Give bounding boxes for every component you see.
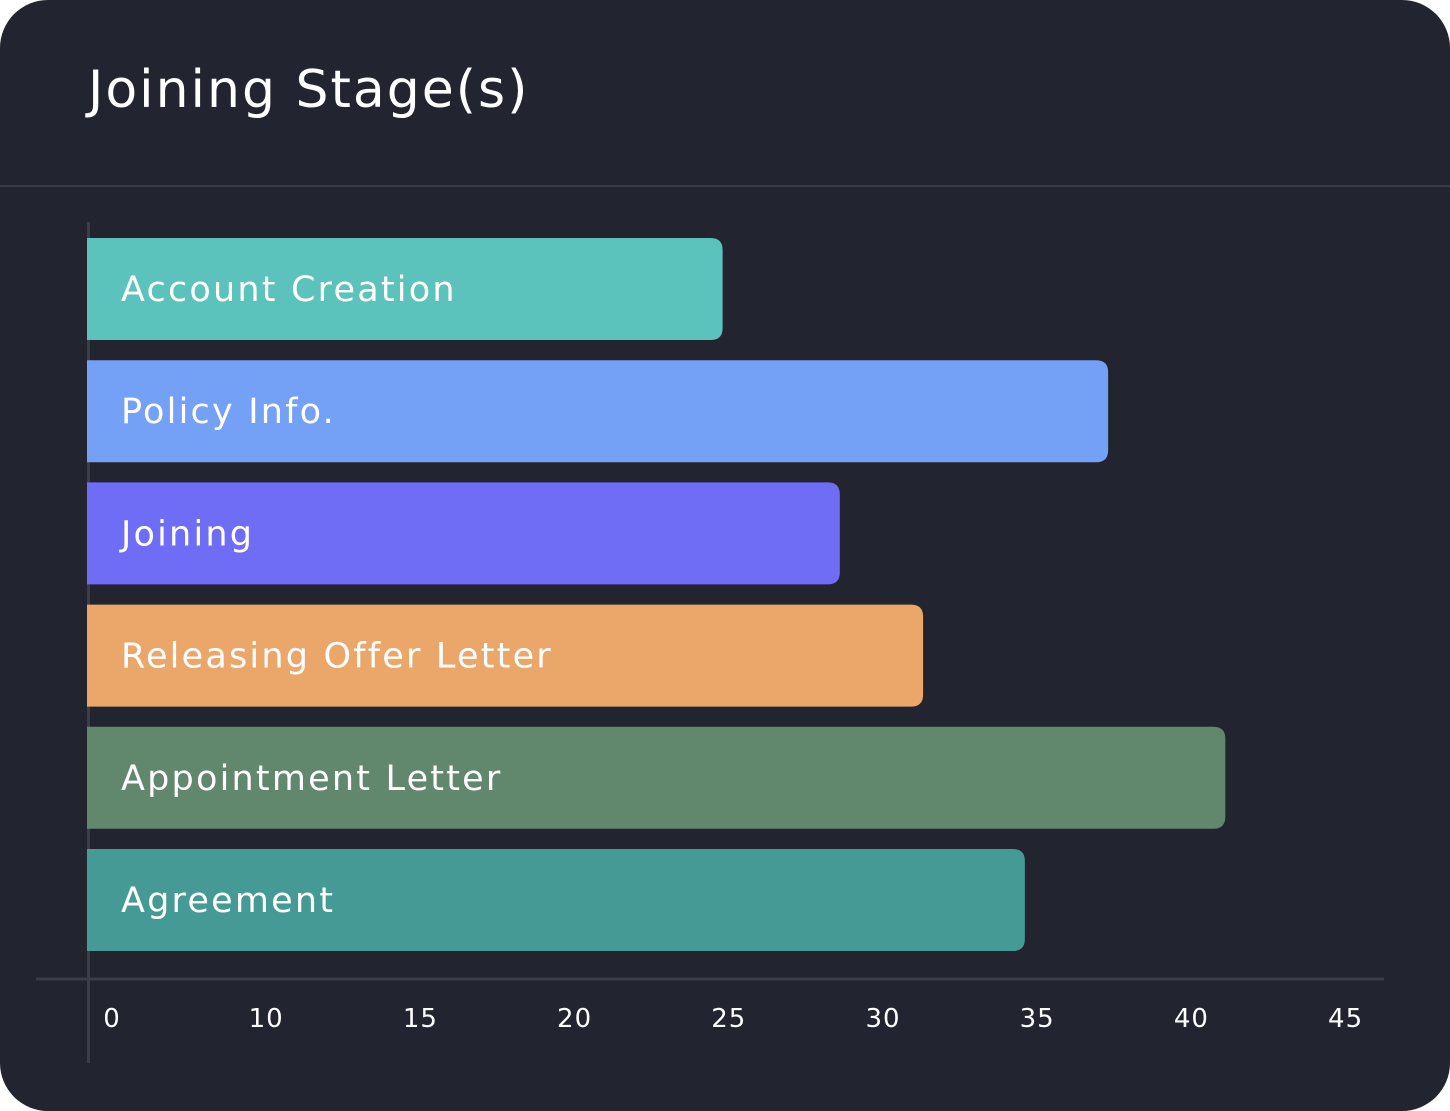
x-tick-label: 0 xyxy=(103,1004,121,1034)
x-tick-label: 25 xyxy=(711,1004,746,1034)
bar-releasing-offer-letter xyxy=(87,604,924,707)
header-divider xyxy=(0,185,1450,187)
bar-label: Appointment Letter xyxy=(121,759,502,799)
bar-agreement xyxy=(87,849,1025,951)
bar-label: Agreement xyxy=(121,881,335,921)
x-tick-label: 45 xyxy=(1328,1004,1363,1034)
x-tick-label: 35 xyxy=(1020,1004,1055,1034)
bar-label: Joining xyxy=(119,514,254,554)
bar-account-creation xyxy=(87,238,723,340)
x-tick-label: 20 xyxy=(557,1004,592,1034)
bar-policy-info xyxy=(87,360,1109,463)
chart-title: Joining Stage(s) xyxy=(88,60,530,120)
x-tick-label: 15 xyxy=(403,1004,438,1034)
bar-label: Account Creation xyxy=(121,270,457,310)
bar-label: Policy Info. xyxy=(121,392,336,432)
bar-appointment-letter xyxy=(87,726,1226,829)
bar-joining xyxy=(87,482,840,585)
bar-label: Releasing Offer Letter xyxy=(121,637,553,677)
x-tick-label: 40 xyxy=(1174,1004,1209,1034)
x-tick-label: 30 xyxy=(865,1004,900,1034)
x-tick-label: 10 xyxy=(249,1004,284,1034)
